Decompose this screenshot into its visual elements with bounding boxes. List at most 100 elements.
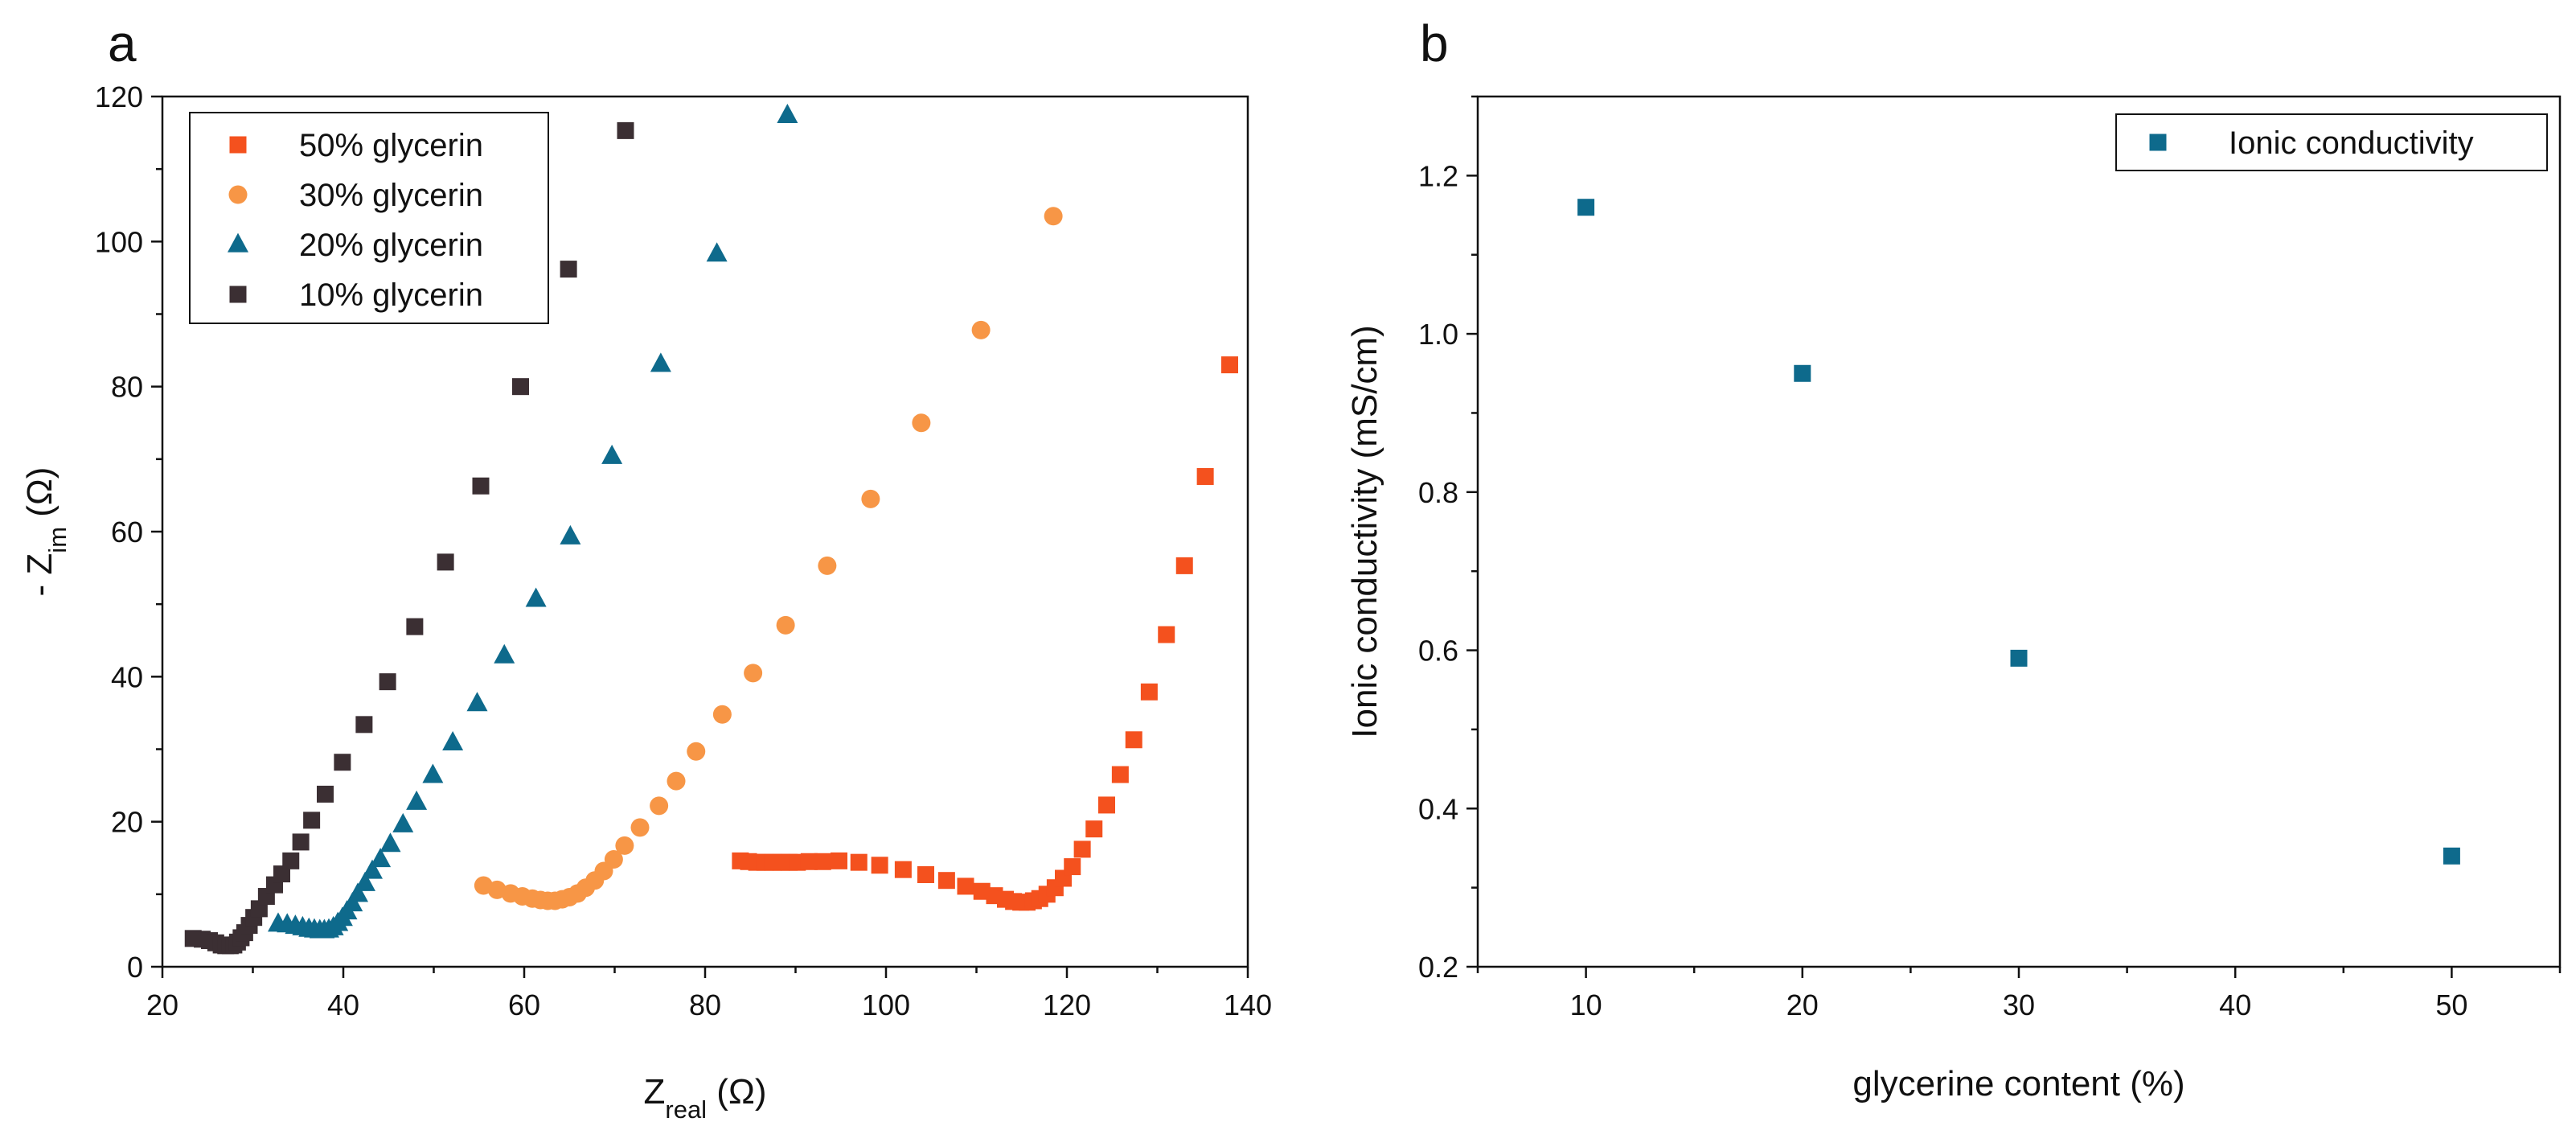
legend: Ionic conductivity (2115, 113, 2548, 171)
data-point (1098, 796, 1115, 814)
y-tick-label: 120 (95, 80, 143, 113)
series-20-glycerin (268, 104, 798, 939)
y-tick-label: 1.2 (1418, 159, 1458, 192)
data-point (687, 742, 706, 761)
legend-marker (229, 286, 247, 303)
x-tick-label: 10 (1570, 988, 1602, 1021)
y-tick-label: 20 (111, 806, 143, 839)
legend-marker (2149, 134, 2167, 151)
x-axis-label: glycerine content (%) (1852, 1064, 2184, 1103)
data-point (379, 832, 401, 853)
data-point (1577, 199, 1595, 216)
legend-label: 30% glycerin (299, 178, 483, 213)
data-point (850, 853, 868, 871)
y-tick-label: 0 (127, 951, 143, 984)
data-point (776, 615, 795, 635)
data-point (437, 553, 454, 571)
x-axis-label-main: Z (643, 1072, 665, 1112)
y-axis-label-unit: (Ω) (20, 467, 59, 527)
data-point (512, 378, 529, 396)
x-tick-label: 80 (689, 988, 721, 1021)
data-point (630, 818, 650, 837)
data-point (650, 352, 671, 372)
data-point (355, 871, 375, 891)
y-tick-label: 40 (111, 660, 143, 693)
y-axis-label: Ionic conductivity (mS/cm) (1345, 325, 1384, 738)
data-point (667, 771, 686, 791)
data-point (282, 852, 300, 869)
data-point (1044, 207, 1063, 226)
x-tick-label: 40 (2219, 988, 2251, 1021)
data-point (466, 692, 488, 712)
data-point (2010, 649, 2028, 667)
data-point (1221, 356, 1238, 374)
data-point (650, 796, 669, 816)
data-point (392, 812, 414, 832)
data-point (472, 477, 490, 495)
data-point (601, 444, 623, 464)
data-point (355, 716, 373, 734)
data-point (615, 836, 634, 855)
legend-label: 10% glycerin (299, 277, 483, 313)
data-point (2443, 847, 2460, 865)
legend-box (2115, 113, 2548, 171)
data-point (1125, 731, 1142, 749)
data-point (334, 754, 351, 771)
data-point (303, 812, 321, 829)
data-point (273, 865, 290, 883)
data-point (292, 833, 310, 851)
data-point (560, 261, 577, 278)
data-point (1111, 766, 1129, 783)
data-point (525, 587, 547, 607)
data-point (957, 877, 974, 895)
data-point (777, 104, 798, 124)
data-point (347, 882, 368, 902)
data-point (1085, 820, 1103, 838)
y-tick-label: 0.6 (1418, 635, 1458, 668)
y-tick-label: 0.4 (1418, 792, 1458, 825)
data-point (1140, 683, 1158, 701)
panel-b-chart: b 10 20 30 40 50 0.2 0.4 0.6 0.8 1.0 1.2 glycerine … (1345, 14, 2562, 1103)
data-point (706, 242, 728, 262)
series-10-glycerin (184, 121, 634, 955)
y-tick-label: 0.8 (1418, 476, 1458, 509)
data-point (871, 857, 888, 874)
data-point (494, 643, 515, 664)
data-point (818, 556, 837, 575)
legend-marker (228, 232, 248, 253)
data-point (617, 121, 634, 139)
data-point (917, 865, 934, 883)
data-point (912, 413, 931, 433)
panel-b-label: b (1420, 14, 1449, 72)
data-point (894, 861, 912, 878)
x-tick-label: 60 (508, 988, 540, 1021)
data-point (422, 763, 444, 783)
x-axis-label-subscript: real (665, 1095, 707, 1124)
data-point (442, 730, 464, 750)
data-point (406, 790, 428, 810)
x-tick-label: 120 (1043, 988, 1091, 1021)
data-point (712, 705, 732, 724)
data-point (861, 489, 880, 508)
legend-box (189, 112, 549, 324)
data-point (971, 320, 991, 339)
data-point (814, 853, 831, 870)
y-axis-label-main: - Z (20, 553, 59, 597)
plot-frame (1476, 95, 2562, 968)
x-axis-label: Zreal (Ω) (643, 1072, 766, 1124)
y-tick-label: 60 (111, 516, 143, 549)
data-point (379, 673, 396, 691)
panel-a-chart: a 20 40 60 80 100 120 140020406080100120Zreal … (20, 14, 1272, 1124)
legend-label: 50% glycerin (299, 128, 483, 163)
series-ionic-conductivity (1577, 199, 2460, 865)
x-tick-label: 140 (1224, 988, 1272, 1021)
x-tick-label: 100 (862, 988, 910, 1021)
data-point (1196, 467, 1214, 485)
data-point (1073, 840, 1091, 858)
legend-marker (229, 136, 247, 154)
data-point (744, 664, 763, 683)
y-tick-label: 100 (95, 225, 143, 258)
y-axis-label: - Zim (Ω) (20, 467, 72, 597)
x-axis-label-unit: (Ω) (707, 1072, 766, 1112)
x-tick-label: 30 (2003, 988, 2035, 1021)
